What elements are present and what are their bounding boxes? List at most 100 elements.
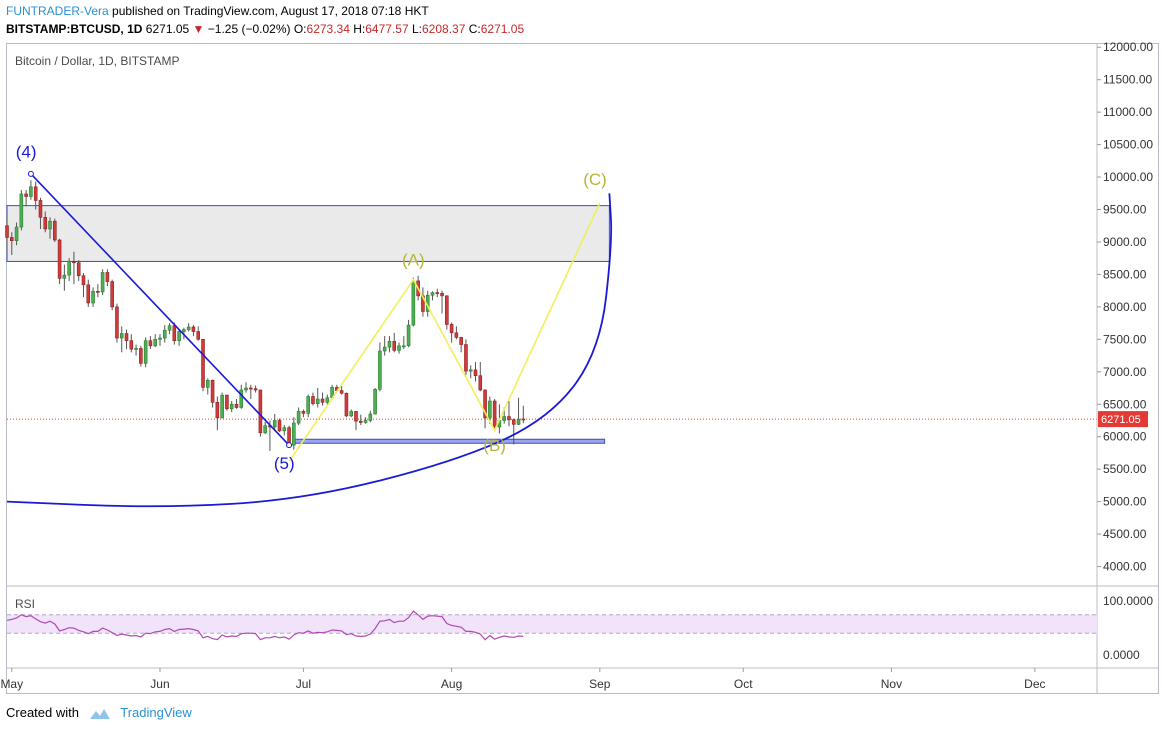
candle-body — [105, 272, 110, 282]
rsi-pane-label: RSI — [15, 597, 35, 611]
y-tick-label: 11500.00 — [1103, 73, 1152, 87]
candle-body — [339, 390, 344, 394]
candle-body — [378, 350, 382, 390]
candle-body — [511, 419, 516, 425]
high-value: 6477.57 — [365, 22, 409, 36]
ohlc-line: BITSTAMP:BTCUSD, 1D 6271.05 ▼ −1.25 (−0.… — [6, 22, 524, 36]
candle-body — [492, 400, 497, 428]
footer: Created with TradingView — [6, 705, 192, 721]
support-arc[interactable] — [6, 193, 613, 508]
y-tick-label: 7500.00 — [1103, 332, 1147, 346]
x-tick-label: Nov — [881, 677, 902, 691]
candle-body — [440, 292, 444, 297]
low-label: L: — [411, 22, 422, 36]
candle-body — [253, 388, 258, 391]
candle-body — [244, 387, 248, 391]
wave-label: (A) — [402, 250, 425, 269]
wave-4-5-line[interactable] — [30, 173, 290, 446]
author-link[interactable]: FUNTRADER-Vera — [6, 4, 109, 18]
candle-body — [263, 425, 267, 434]
last-price-tag-label: 6271.05 — [1101, 414, 1141, 426]
candle-body — [344, 392, 349, 417]
last-price-tag — [1098, 411, 1148, 428]
candle-body — [215, 402, 220, 419]
y-tick-label: 10000.00 — [1103, 170, 1153, 184]
candle-body — [354, 411, 358, 422]
candle-body — [91, 291, 95, 304]
candle-body — [5, 225, 9, 238]
candle-body — [124, 333, 129, 341]
candle-body — [430, 292, 435, 296]
published-text: published on TradingView.com, August 17,… — [112, 4, 429, 18]
pane-title: Bitcoin / Dollar, 1D, BITSTAMP — [15, 54, 180, 68]
y-tick-label: 6500.00 — [1103, 397, 1147, 411]
candle-body — [502, 416, 506, 421]
candle-body — [258, 389, 263, 434]
candle-body — [9, 237, 14, 241]
abc-wave-path[interactable] — [288, 202, 601, 462]
candle-body — [363, 420, 368, 423]
candle-body — [38, 200, 43, 218]
support-line[interactable] — [293, 438, 606, 444]
candle-body — [182, 329, 186, 332]
y-tick-label: 8500.00 — [1103, 267, 1147, 281]
candle-body — [196, 331, 201, 340]
low-value: 6208.37 — [422, 22, 466, 36]
y-tick-label: 9500.00 — [1103, 203, 1147, 217]
y-tick-label: 9000.00 — [1103, 235, 1147, 249]
high-label: H: — [353, 22, 366, 36]
x-tick-label: Aug — [441, 677, 462, 691]
candle-body — [148, 340, 153, 347]
wave-4-point — [27, 170, 34, 177]
y-tick-label: 11000.00 — [1103, 105, 1152, 119]
rsi-band — [7, 614, 1097, 634]
y-tick-label: 5000.00 — [1103, 495, 1147, 509]
candle-body — [296, 411, 301, 424]
candle-body — [172, 325, 177, 341]
price-change: −1.25 (−0.02%) — [207, 22, 291, 36]
tradingview-link[interactable]: TradingView — [120, 705, 192, 720]
close-label: C: — [468, 22, 481, 36]
candle-body — [186, 326, 191, 330]
candle-body — [435, 292, 440, 294]
candle-body — [67, 261, 71, 276]
candle-body — [206, 379, 210, 388]
x-tick-label: Jul — [296, 677, 311, 691]
candle-body — [210, 379, 215, 403]
x-tick-label: Sep — [589, 677, 611, 691]
candle-body — [43, 217, 48, 230]
wave-label: (5) — [274, 454, 295, 473]
wave-label: (B) — [483, 436, 506, 455]
candle-body — [177, 331, 181, 341]
resistance-zone[interactable] — [6, 205, 610, 262]
y-tick-label: 7000.00 — [1103, 365, 1147, 379]
candle-body — [24, 193, 28, 197]
close-value: 6271.05 — [480, 22, 525, 36]
y-tick-label: 8000.00 — [1103, 300, 1147, 314]
candle-body — [368, 413, 373, 421]
candle-body — [29, 186, 33, 197]
candle-body — [153, 339, 157, 347]
candle-body — [229, 403, 234, 410]
candle-body — [411, 280, 416, 326]
wave-label: (C) — [583, 170, 607, 189]
candle-body — [454, 332, 459, 338]
candle-body — [225, 394, 229, 410]
candle-body — [191, 326, 196, 332]
wave-5-point — [286, 442, 293, 449]
candle-body — [100, 272, 105, 293]
x-tick-label: Dec — [1024, 677, 1045, 691]
candle-body — [387, 340, 392, 348]
candle-body — [358, 420, 363, 423]
candle-body — [158, 337, 162, 340]
candle-body — [488, 400, 492, 419]
candle-body — [129, 340, 134, 350]
candle-body — [143, 340, 148, 364]
candle-body — [249, 387, 253, 390]
candle-body — [373, 389, 377, 415]
candle-body — [167, 325, 172, 331]
y-tick-label: 5500.00 — [1103, 462, 1147, 476]
x-tick-label: May — [0, 677, 23, 691]
candle-body — [464, 344, 468, 372]
